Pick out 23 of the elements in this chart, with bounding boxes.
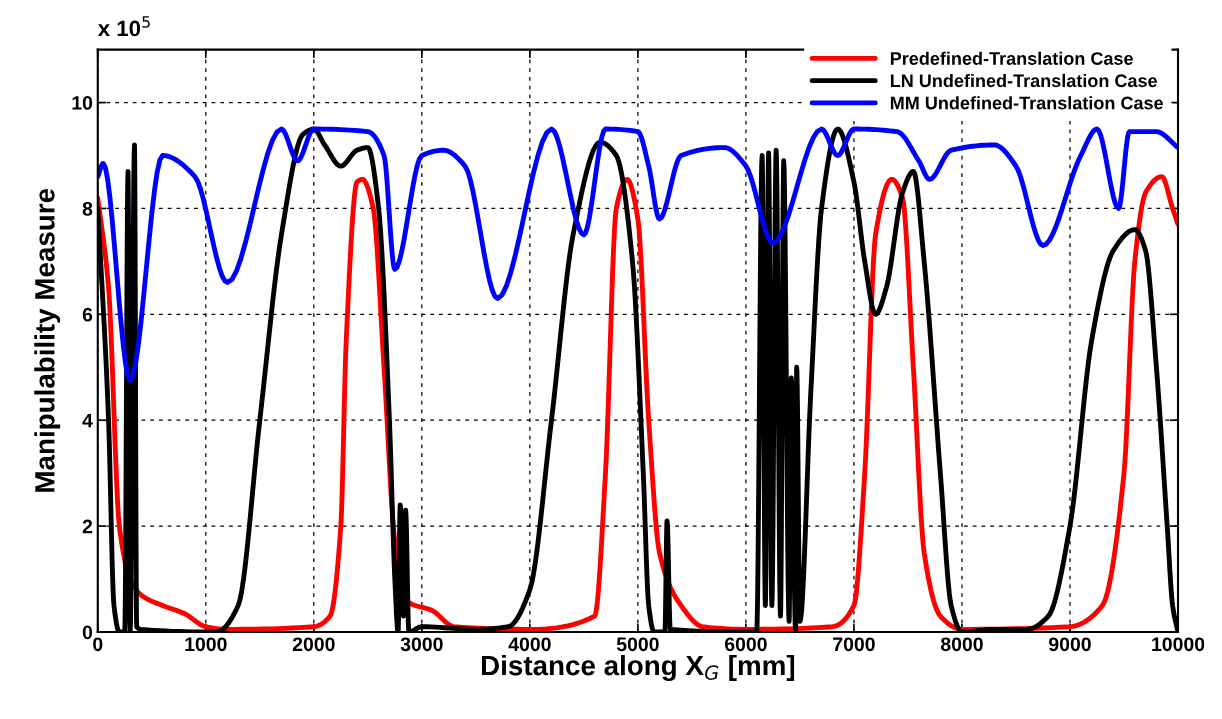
legend-label: Predefined-Translation Case <box>890 51 1133 65</box>
y-tick-label: 10 <box>72 96 93 110</box>
x-tick-label: 7000 <box>833 637 875 652</box>
y-tick-label: 6 <box>82 307 93 322</box>
legend-label: MM Undefined-Translation Case <box>890 96 1163 110</box>
x-tick-label: 0 <box>93 637 103 652</box>
y-tick-label: 8 <box>82 201 93 216</box>
x-tick-label: 1000 <box>185 637 227 652</box>
x-tick-label: 3000 <box>400 637 443 652</box>
text: x 10$^{5}$ <box>97 16 150 37</box>
y-axis-title: Manipulability Measure <box>34 188 61 492</box>
x-tick-label: 10000 <box>1152 637 1205 652</box>
x-tick-label: 2000 <box>292 637 335 652</box>
x-tick-label: 6000 <box>724 637 767 652</box>
y-tick-label: 4 <box>82 413 93 428</box>
y-tick-label: 2 <box>82 519 93 534</box>
x-tick-label: 5000 <box>616 637 659 652</box>
y-tick-label: 0 <box>82 625 93 640</box>
legend-label: LN Undefined-Translation Case <box>890 73 1157 88</box>
x-tick-label: 4000 <box>508 637 551 652</box>
x-tick-label: 8000 <box>940 637 983 652</box>
x-axis-title: Distance along X$_{G}$ [mm] <box>481 654 795 681</box>
x-tick-label: 9000 <box>1049 637 1091 652</box>
